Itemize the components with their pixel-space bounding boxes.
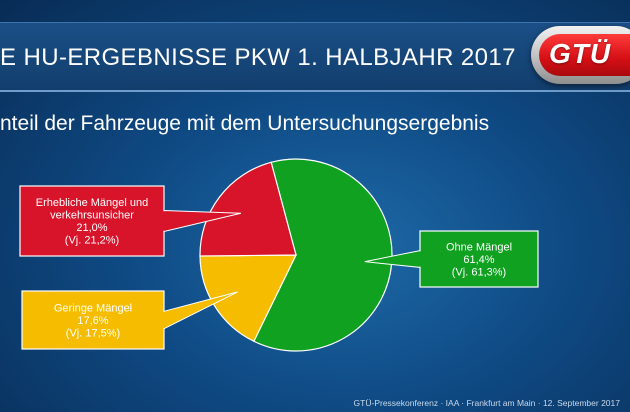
pie-slices (199, 158, 393, 352)
slice-label: Erhebliche Mängel und (36, 197, 149, 209)
page-title: E HU-ERGEBNISSE PKW 1. HALBJAHR 2017 (0, 44, 516, 71)
slice-label: verkehrsunsicher (50, 210, 134, 222)
slice-previous-year-label: (Vj. 61,3%) (452, 266, 506, 278)
logo-text: GTÜ (549, 38, 612, 69)
slice-value-label: 61,4% (463, 254, 494, 266)
slice-label: Geringe Mängel (54, 302, 132, 314)
slice-previous-year-label: (Vj. 21,2%) (65, 235, 119, 247)
slice-value-label: 21,0% (76, 222, 107, 234)
slice-geringe-maengel (199, 254, 297, 343)
gtu-logo: GTÜ (531, 26, 630, 84)
slice-erhebliche-maengel (199, 161, 297, 257)
slice-value-label: 17,6% (77, 315, 108, 327)
chart-subtitle: nteil der Fahrzeuge mit dem Untersuchung… (0, 112, 490, 135)
slice-label: Ohne Mängel (446, 241, 512, 253)
slice-previous-year-label: (Vj. 17,5%) (66, 327, 120, 339)
footer-text: GTÜ-Pressekonferenz · IAA · Frankfurt am… (353, 398, 620, 408)
callout-box (19, 185, 165, 257)
callout-box (419, 230, 539, 288)
header-band (0, 22, 630, 92)
logo-badge (539, 34, 630, 76)
